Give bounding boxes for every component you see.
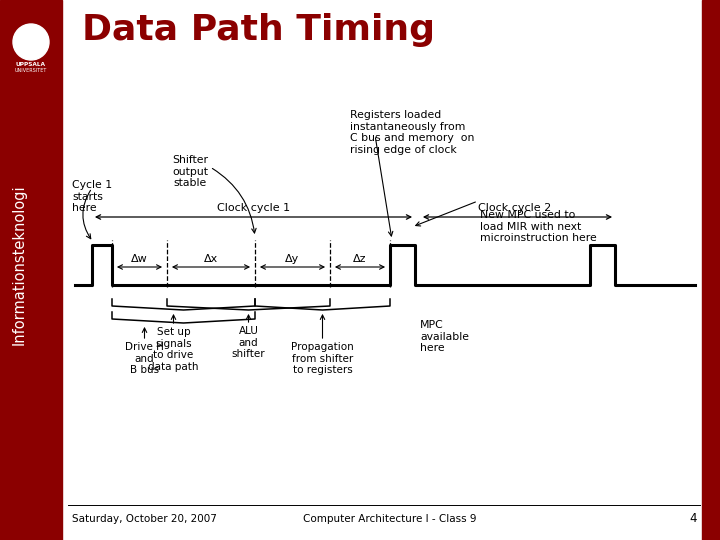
Text: Δw: Δw: [131, 254, 148, 264]
Text: Data Path Timing: Data Path Timing: [82, 13, 435, 47]
Text: Cycle 1
starts
here: Cycle 1 starts here: [72, 180, 112, 213]
Text: 4: 4: [690, 512, 697, 525]
Text: Clock cycle 1: Clock cycle 1: [217, 203, 290, 213]
Text: ALU
and
shifter: ALU and shifter: [232, 326, 265, 359]
Text: Informationsteknologi: Informationsteknologi: [12, 185, 27, 345]
Text: MPC
available
here: MPC available here: [420, 320, 469, 353]
Circle shape: [13, 24, 49, 60]
Text: Propagation
from shifter
to registers: Propagation from shifter to registers: [291, 342, 354, 375]
Text: Clock cycle 2: Clock cycle 2: [478, 203, 552, 213]
Circle shape: [24, 35, 38, 49]
Text: New MPC used to
load MIR with next
microinstruction here: New MPC used to load MIR with next micro…: [480, 210, 597, 243]
Text: Δx: Δx: [204, 254, 218, 264]
Text: Saturday, October 20, 2007: Saturday, October 20, 2007: [72, 514, 217, 524]
Text: Registers loaded
instantaneously from
C bus and memory  on
rising edge of clock: Registers loaded instantaneously from C …: [350, 110, 474, 155]
Text: Δy: Δy: [285, 254, 300, 264]
Circle shape: [28, 39, 34, 45]
Bar: [0, 0, 62, 540]
Text: Set up
signals
to drive
data path: Set up signals to drive data path: [148, 327, 199, 372]
Text: Computer Architecture I - Class 9: Computer Architecture I - Class 9: [303, 514, 477, 524]
Circle shape: [20, 31, 42, 53]
Text: Δz: Δz: [354, 254, 366, 264]
Text: Shifter
output
stable: Shifter output stable: [172, 155, 208, 188]
Bar: [702, 0, 720, 540]
Text: Drive H
and
B bus: Drive H and B bus: [125, 342, 164, 375]
Text: UNIVERSITET: UNIVERSITET: [15, 68, 48, 72]
Circle shape: [16, 27, 46, 57]
Text: UPPSALA: UPPSALA: [16, 62, 46, 66]
